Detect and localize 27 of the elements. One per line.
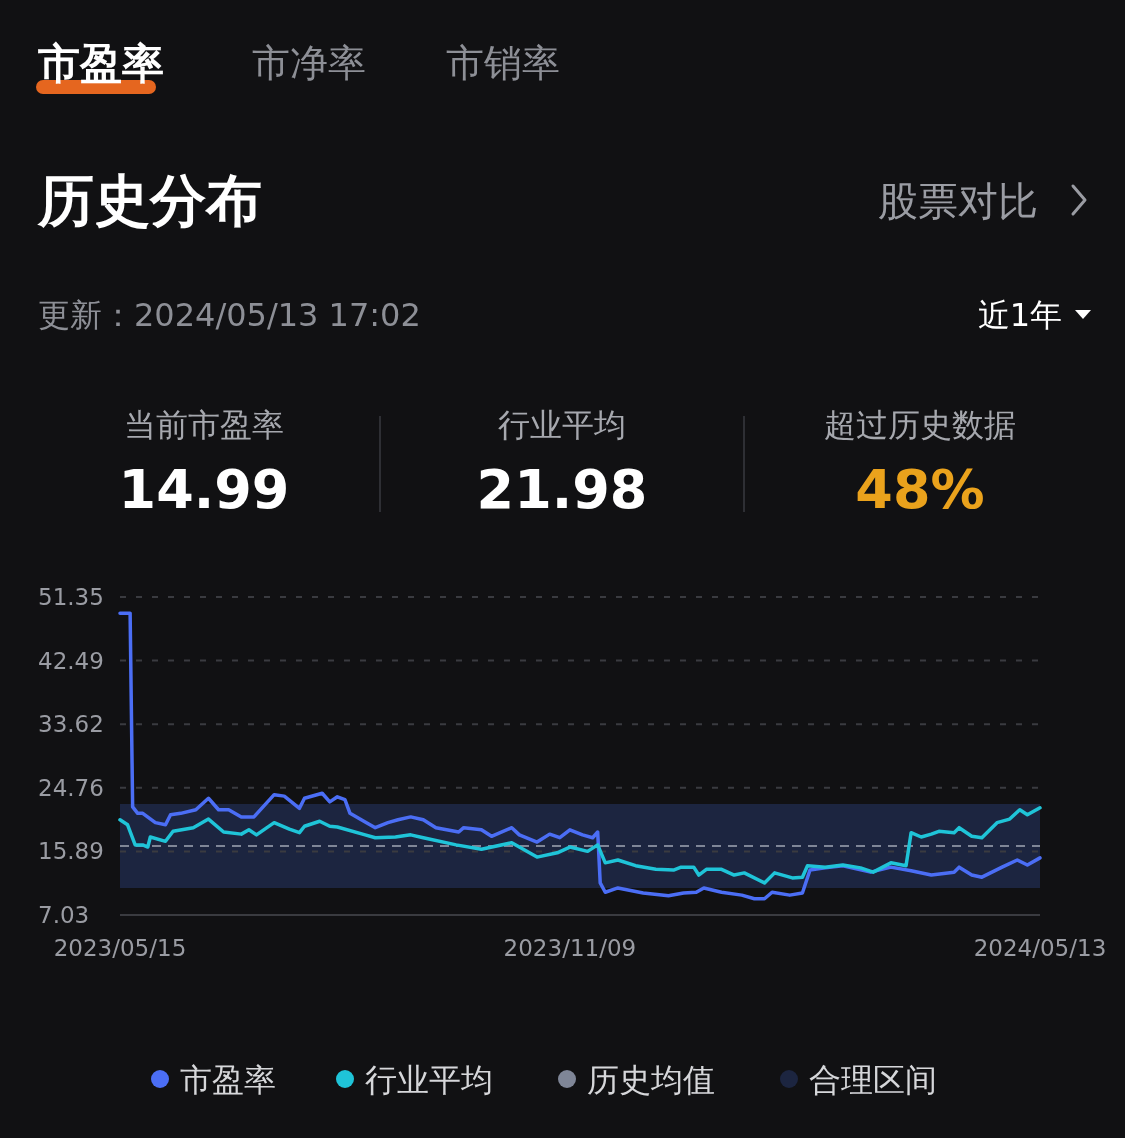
- text: 近1年: [977, 296, 1062, 334]
- legend-label: 行业平均: [365, 1061, 493, 1100]
- legend-label: 市盈率: [180, 1061, 276, 1100]
- y-tick-label: 24.76: [38, 774, 104, 801]
- text: 市盈率: [37, 39, 164, 88]
- y-tick-label: 15.89: [38, 838, 104, 865]
- text: 市销率: [446, 41, 560, 85]
- x-tick-label: 2023/05/15: [53, 935, 187, 961]
- text: 股票对比: [878, 178, 1038, 224]
- legend-label: 合理区间: [809, 1061, 937, 1100]
- line-series: [118, 611, 1042, 901]
- y-tick-label: 42.49: [38, 647, 104, 674]
- y-tick-label: 51.35: [38, 584, 104, 611]
- x-tick-label: 2023/11/09: [503, 935, 637, 961]
- y-tick-label: 33.62: [38, 711, 104, 738]
- text: 48%: [855, 458, 985, 521]
- text: 行业平均: [498, 406, 626, 444]
- text: 21.98: [476, 458, 648, 521]
- y-tick-label: 7.03: [38, 902, 90, 929]
- text: 14.99: [118, 458, 290, 521]
- chart-title: 历史分布: [37, 168, 262, 233]
- legend-label: 历史均值: [587, 1061, 715, 1100]
- text: 当前市盈率: [124, 406, 284, 444]
- text: 超过历史数据: [824, 406, 1016, 444]
- x-tick-label: 2024/05/13: [973, 935, 1107, 961]
- text: 更新：2024/05/13 17:02: [38, 296, 421, 334]
- text: 市净率: [252, 41, 366, 85]
